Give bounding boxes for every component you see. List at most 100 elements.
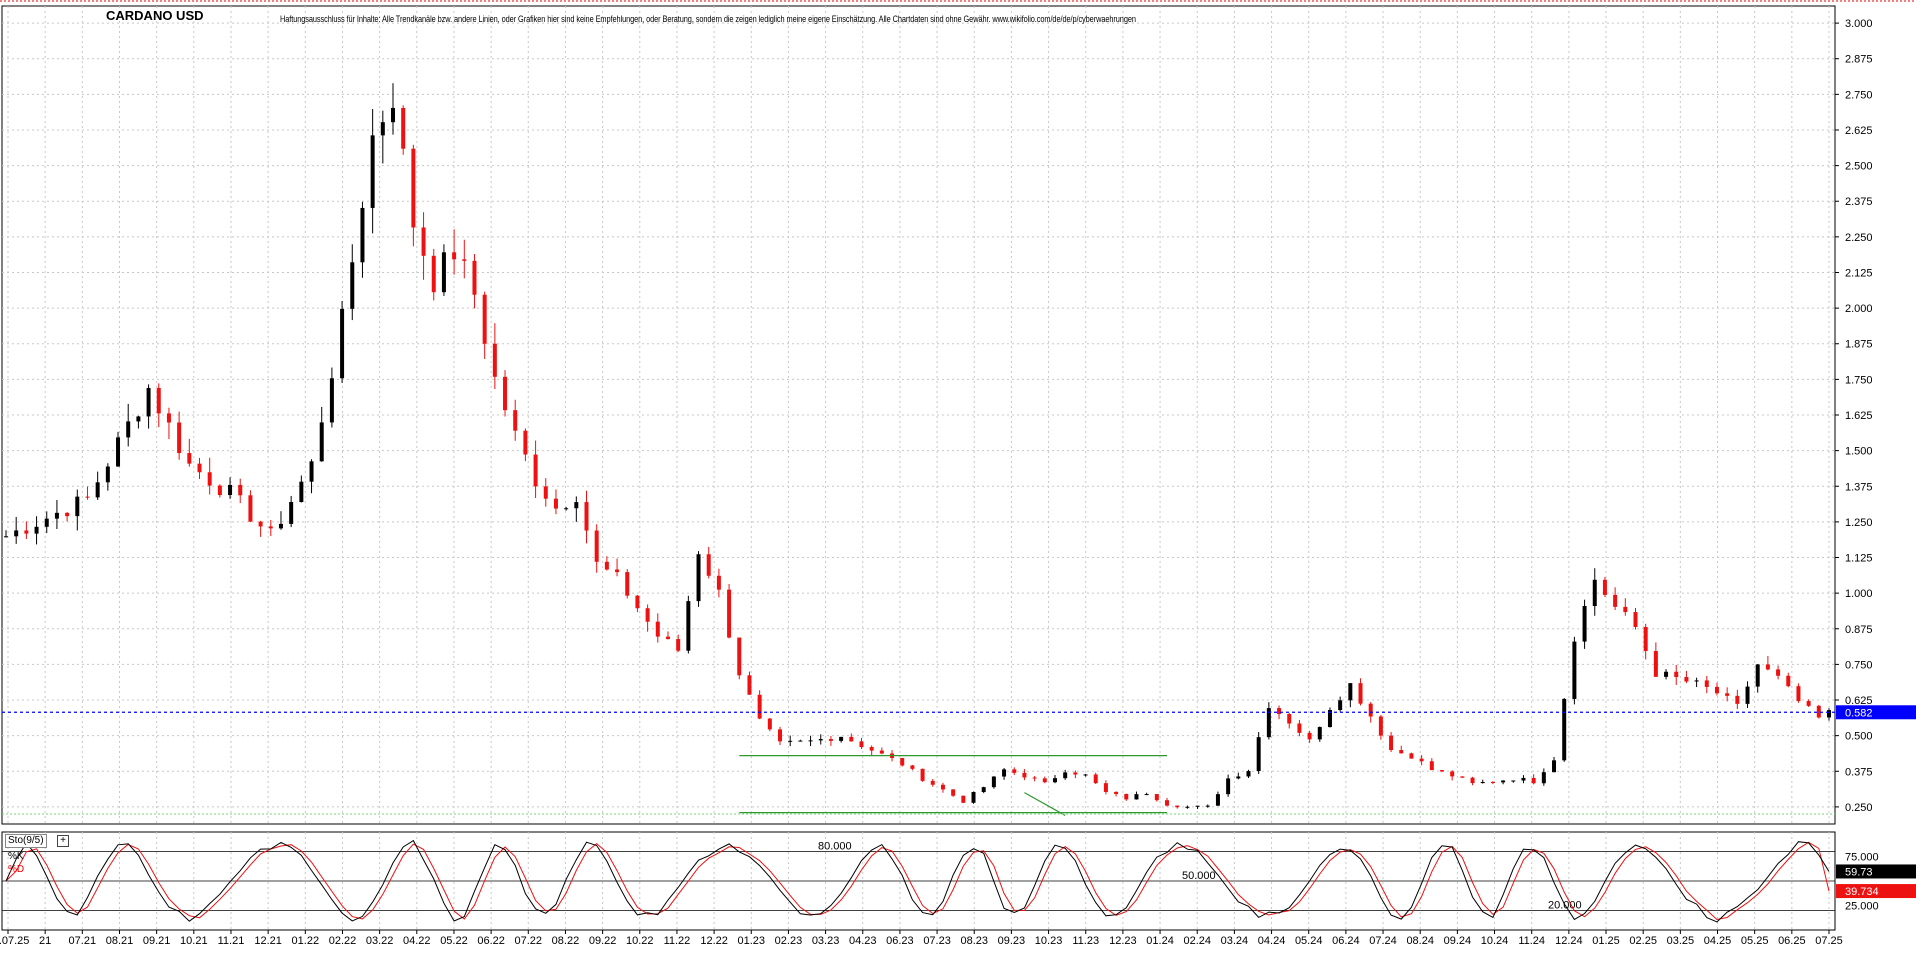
candle-body (1562, 698, 1567, 761)
candle-body (248, 495, 253, 522)
y-tick-label: 0.250 (1845, 802, 1873, 814)
y-tick-label: 0.625 (1845, 695, 1873, 707)
candle-body (350, 262, 355, 309)
candle-body (54, 512, 59, 519)
x-tick-label: 06.24 (1332, 935, 1360, 947)
candle-body (309, 461, 314, 482)
candle-body (727, 589, 732, 638)
current-price-badge (1836, 705, 1916, 720)
candle-body (1541, 772, 1546, 784)
candle-body (767, 718, 772, 730)
sto-level-label: 50.000 (1182, 870, 1216, 882)
stoch-d-value: 39.734 (1845, 886, 1879, 898)
y-tick-label: 1.625 (1845, 410, 1873, 422)
candle-body (553, 498, 558, 509)
candle-body (1460, 776, 1465, 778)
candle-body (1012, 769, 1017, 773)
x-tick-label: 06.22 (477, 935, 505, 947)
x-tick-label: 08.24 (1406, 935, 1434, 947)
candle-body (1134, 794, 1139, 800)
candle-body (492, 343, 497, 377)
candle-body (778, 729, 783, 742)
candle-body (1725, 693, 1730, 696)
y-tick-label: 3.000 (1845, 18, 1873, 30)
candle-body (1582, 606, 1587, 642)
candle-body (676, 639, 681, 651)
candle-body (472, 260, 477, 295)
x-tick-label: 12.24 (1555, 935, 1583, 947)
x-tick-label: 10.23 (1035, 935, 1063, 947)
candle-body (1002, 769, 1007, 777)
x-tick-label: 04.22 (403, 935, 431, 947)
x-tick-label: 01.22 (292, 935, 320, 947)
candle-body (879, 750, 884, 754)
sto-level-label: 80.000 (818, 841, 852, 853)
candle-body (737, 637, 742, 676)
candle-body (391, 107, 396, 123)
candle-body (1124, 793, 1129, 800)
sto-y-tick-label: 75.000 (1845, 852, 1879, 864)
candle-body (34, 526, 39, 534)
candle-body (625, 572, 630, 596)
candle-body (360, 207, 365, 263)
candle-body (431, 255, 436, 293)
candle-body (452, 252, 457, 260)
x-tick-label: 05.25 (1741, 935, 1769, 947)
candle-body (1032, 777, 1037, 779)
x-tick-label: 05.24 (1295, 935, 1323, 947)
y-tick-label: 2.750 (1845, 89, 1873, 101)
candle-body (319, 422, 324, 462)
candle-body (4, 536, 8, 538)
candle-body (655, 621, 660, 637)
candle-body (716, 575, 721, 590)
y-tick-label: 1.500 (1845, 446, 1873, 458)
candle-body (1602, 579, 1607, 595)
candle-body (380, 122, 385, 136)
candle-body (1490, 782, 1495, 784)
candle-body (604, 561, 609, 570)
candle-body (197, 463, 202, 473)
candle-body (533, 454, 538, 487)
x-tick-label: 07.25 (1815, 935, 1843, 947)
candle-body (1429, 761, 1434, 771)
candle-body (1195, 805, 1200, 807)
x-tick-label: 03.23 (812, 935, 840, 947)
x-tick-label: 09.24 (1444, 935, 1472, 947)
stoch-k-legend: %K (8, 851, 24, 862)
candle-body (207, 472, 212, 486)
sto-y-tick-label: 25.000 (1845, 901, 1879, 913)
candle-body (44, 518, 49, 527)
candle-body (584, 502, 589, 531)
candle-body (615, 569, 620, 573)
candle-body (289, 502, 294, 524)
x-tick-label: 06.25 (1778, 935, 1806, 947)
candle-body (645, 608, 650, 622)
candle-body (1664, 671, 1669, 677)
add-indicator-button[interactable]: + (57, 835, 69, 847)
x-tick-label: 07.23 (923, 935, 951, 947)
x-tick-label: 11.24 (1518, 935, 1545, 947)
x-tick-label: 10.21 (180, 935, 208, 947)
indicator-label[interactable]: Sto(9/5) (5, 834, 47, 848)
y-tick-label: 2.500 (1845, 161, 1873, 173)
candle-body (798, 740, 803, 742)
candle-body (1052, 778, 1057, 783)
candle-body (706, 554, 711, 576)
candle-body (1358, 683, 1363, 704)
candle-body (1552, 760, 1557, 773)
candle-body (523, 430, 528, 455)
candle-body (1175, 805, 1180, 808)
candle-body (156, 387, 161, 414)
candle-body (1093, 774, 1098, 784)
candle-body (543, 486, 548, 499)
candle-body (574, 502, 579, 509)
candle-body (95, 482, 100, 498)
candle-body (808, 740, 813, 742)
candle-body (1154, 794, 1159, 801)
candle-body (1694, 680, 1699, 682)
candle-body (594, 530, 599, 562)
stoch-d-legend: %D (8, 864, 25, 875)
candle-body (1714, 686, 1719, 694)
candle-body (1022, 772, 1027, 778)
